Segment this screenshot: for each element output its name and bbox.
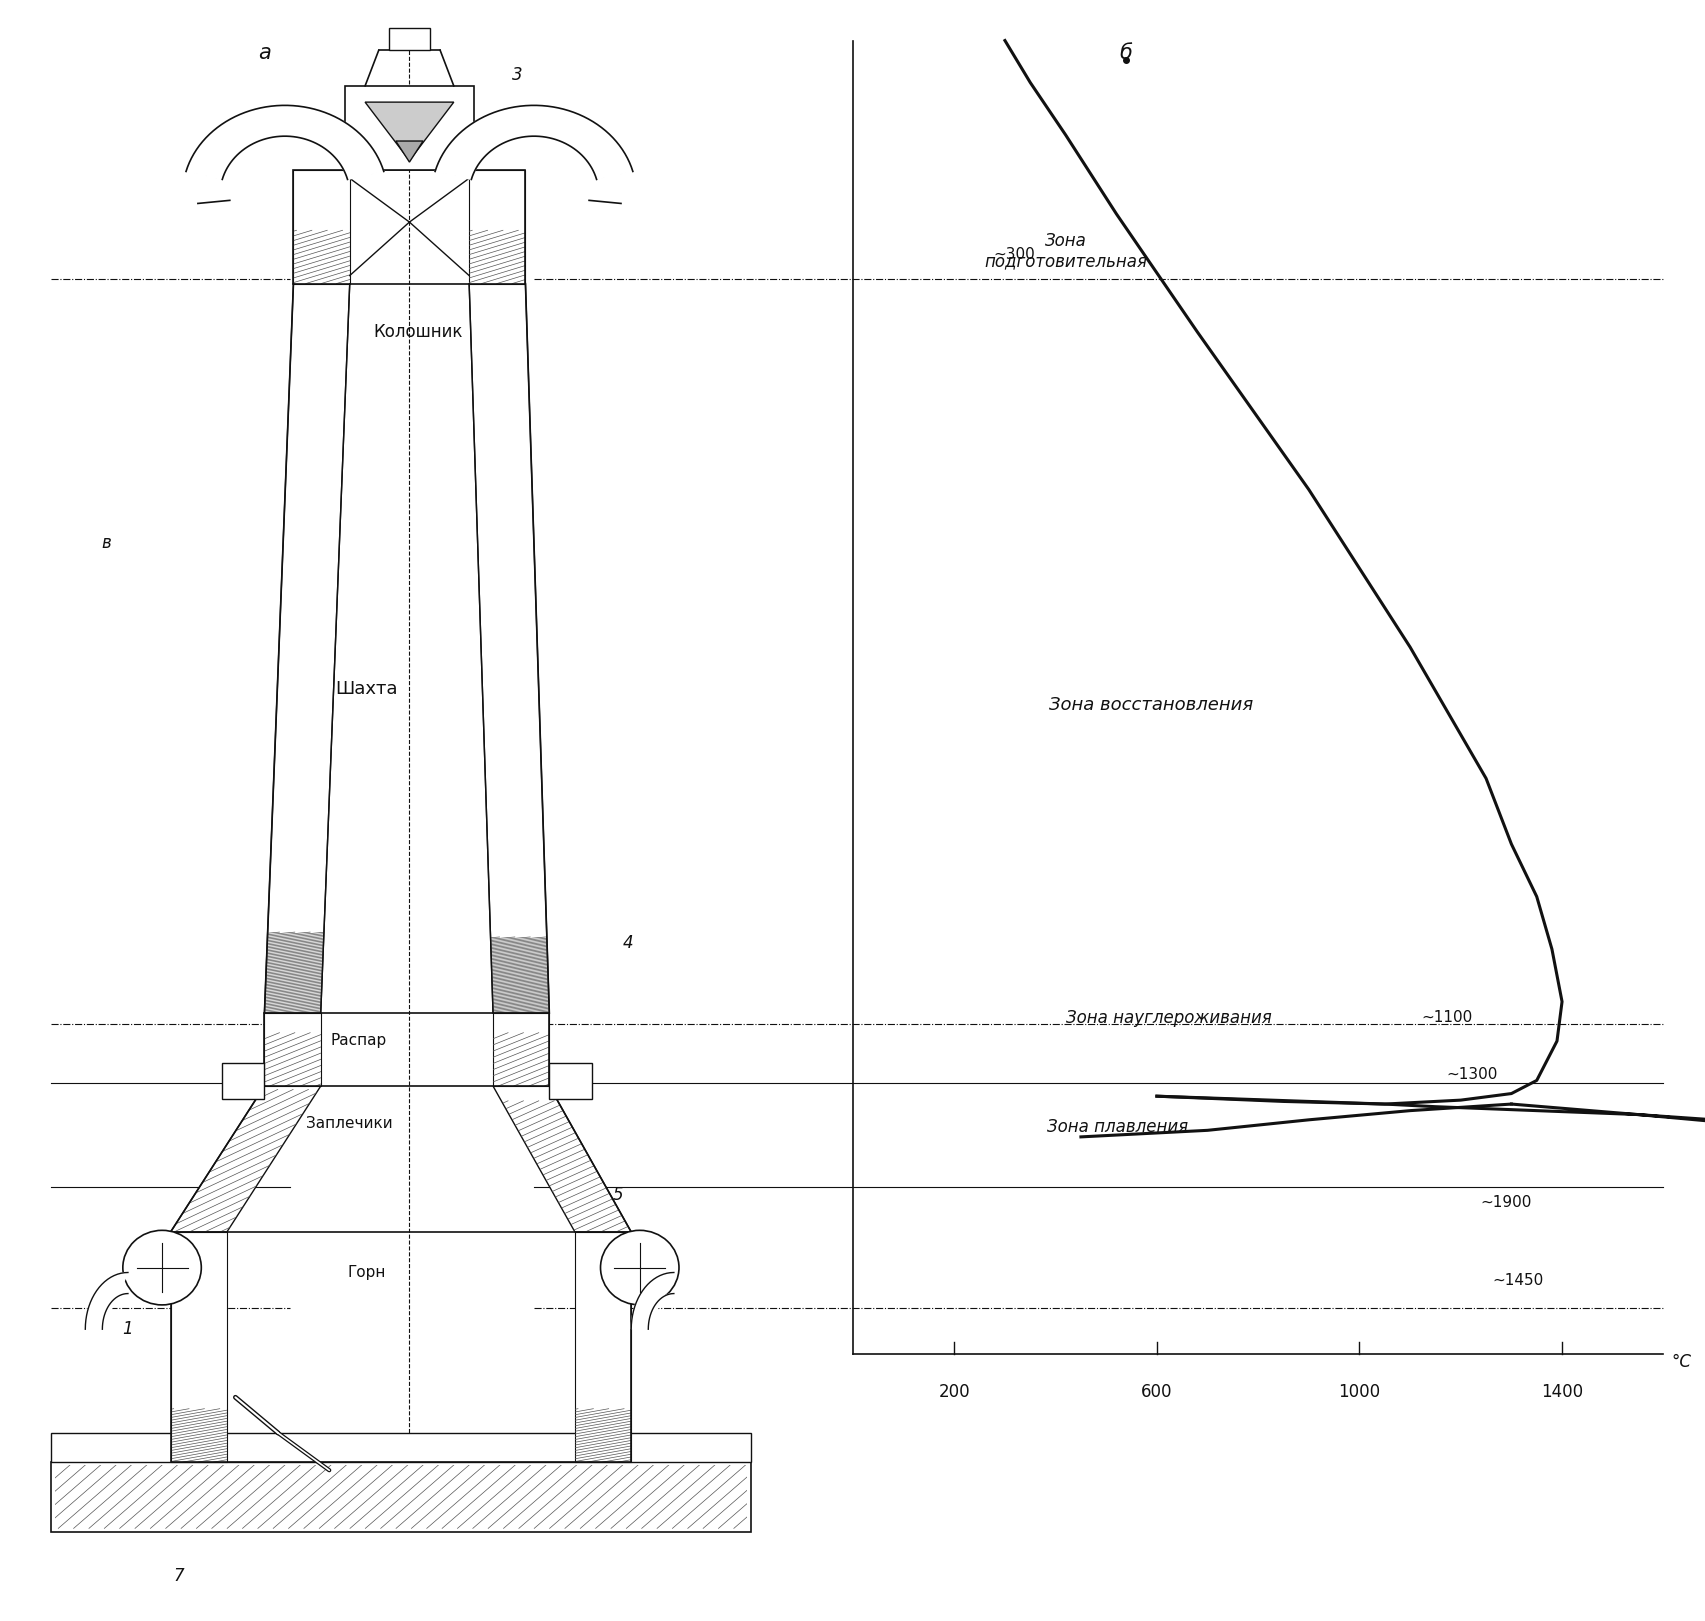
Text: 3: 3	[512, 65, 522, 84]
Text: Зона науглероживания: Зона науглероживания	[1066, 1008, 1270, 1028]
Polygon shape	[435, 105, 633, 180]
Bar	[264, 1013, 549, 1086]
Text: 1000: 1000	[1338, 1383, 1379, 1401]
Polygon shape	[396, 141, 423, 162]
Polygon shape	[85, 1272, 128, 1329]
Text: 1400: 1400	[1540, 1383, 1582, 1401]
Polygon shape	[493, 1086, 631, 1232]
Polygon shape	[493, 1013, 549, 1086]
Text: Горн: Горн	[348, 1264, 385, 1281]
Bar	[222, 1063, 264, 1099]
Circle shape	[123, 1230, 201, 1305]
Circle shape	[600, 1230, 679, 1305]
Bar	[549, 1063, 592, 1099]
Bar	[170, 1232, 631, 1462]
Polygon shape	[575, 1232, 631, 1462]
Text: Зона
подготовительная: Зона подготовительная	[984, 232, 1147, 271]
Polygon shape	[365, 102, 454, 160]
Text: ~1900: ~1900	[1480, 1195, 1531, 1211]
Polygon shape	[264, 284, 350, 1013]
Polygon shape	[631, 1272, 673, 1329]
Text: ~1300: ~1300	[1446, 1067, 1497, 1083]
Polygon shape	[170, 1232, 227, 1462]
Text: 1: 1	[123, 1319, 133, 1339]
Text: Зона плавления: Зона плавления	[1047, 1117, 1187, 1136]
Text: 5: 5	[612, 1185, 622, 1204]
Text: °С: °С	[1671, 1352, 1691, 1371]
Text: в: в	[101, 533, 111, 553]
Text: 6: 6	[621, 1230, 631, 1250]
Bar	[344, 86, 474, 170]
Polygon shape	[469, 170, 525, 284]
Text: 7: 7	[174, 1566, 184, 1585]
Polygon shape	[264, 1013, 321, 1086]
Text: б: б	[1118, 44, 1132, 63]
Polygon shape	[469, 284, 549, 1013]
Text: 200: 200	[938, 1383, 970, 1401]
Text: 4: 4	[622, 934, 633, 953]
Bar	[293, 170, 525, 284]
Polygon shape	[186, 105, 384, 180]
Text: Заплечики: Заплечики	[307, 1115, 392, 1131]
Text: ~1100: ~1100	[1420, 1010, 1471, 1026]
Text: Распар: Распар	[331, 1033, 385, 1049]
Text: Шахта: Шахта	[336, 679, 397, 699]
Text: Зона восстановления: Зона восстановления	[1049, 695, 1253, 715]
Text: а: а	[257, 44, 271, 63]
Polygon shape	[51, 1462, 750, 1532]
Text: Колошник: Колошник	[373, 323, 462, 342]
Text: ~300: ~300	[992, 246, 1033, 263]
Bar	[51, 1433, 750, 1462]
Polygon shape	[170, 1086, 321, 1232]
Text: ~1450: ~1450	[1492, 1272, 1543, 1289]
Text: 600: 600	[1141, 1383, 1171, 1401]
Polygon shape	[293, 170, 350, 284]
Bar	[389, 28, 430, 50]
